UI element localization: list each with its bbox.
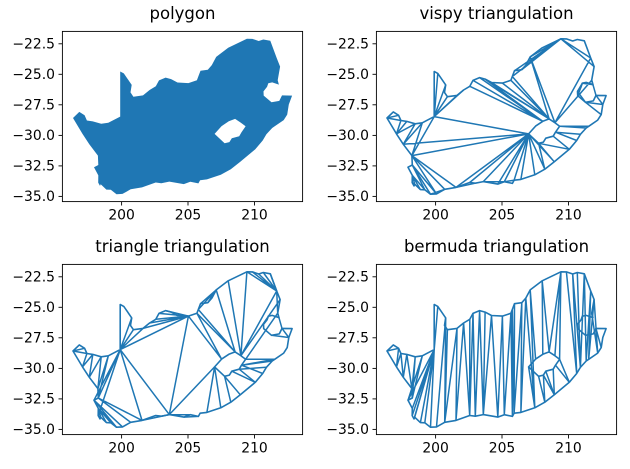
y-tick-label: −22.5 <box>12 37 55 53</box>
y-tick-label: −35.0 <box>326 189 369 205</box>
y-tick-label: −35.0 <box>12 422 55 438</box>
subplot-title-triangle: triangle triangulation <box>95 237 270 256</box>
bermuda-plot-area: 200 205 210 −22.5 −25.0 −27.5 −30.0 −32.5 −35.0 <box>326 263 618 457</box>
axes-spines <box>61 30 304 203</box>
subplot-title-bermuda: bermuda triangulation <box>403 237 590 256</box>
y-tick-label: −25.0 <box>326 300 369 316</box>
triangulation-edges <box>72 271 290 428</box>
subplot-title-vispy: vispy triangulation <box>419 4 574 23</box>
country-outline <box>386 38 607 195</box>
y-tick-label: −32.5 <box>12 159 55 175</box>
x-tick-label: 205 <box>175 208 202 224</box>
x-tick-label: 200 <box>108 208 135 224</box>
x-tick-label: 210 <box>555 441 582 457</box>
y-tick-label: −27.5 <box>12 331 55 347</box>
y-tick-label: −30.0 <box>326 128 369 144</box>
y-tick-label: −30.0 <box>326 361 369 377</box>
y-tick-label: −25.0 <box>12 300 55 316</box>
vispy-plot-area: 200 205 210 −22.5 −25.0 −27.5 −30.0 −32.5 −35.0 <box>326 30 618 224</box>
y-tick-label: −25.0 <box>12 67 55 83</box>
axes-spines <box>375 263 618 436</box>
x-tick-label: 200 <box>422 208 449 224</box>
subplot-vispy-triangulation: vispy triangulation 200 205 210 −22.5 −25.0 −… <box>326 4 618 224</box>
axes-spines <box>61 263 304 436</box>
subplot-bermuda-triangulation: bermuda triangulation 200 205 210 −22.5 −25.… <box>326 237 618 457</box>
y-tick-label: −27.5 <box>326 98 369 114</box>
triangulation-edges <box>386 38 604 195</box>
polygon-plot-area: 200 205 210 −22.5 −25.0 −27.5 −30.0 −32.5 −35.0 <box>12 30 304 224</box>
axes-spines <box>375 30 618 203</box>
x-tick-label: 210 <box>555 208 582 224</box>
subplot-title-polygon: polygon <box>149 4 216 23</box>
y-tick-label: −27.5 <box>326 331 369 347</box>
y-tick-label: −30.0 <box>12 128 55 144</box>
x-tick-label: 210 <box>241 208 268 224</box>
y-tick-label: −22.5 <box>326 270 369 286</box>
country-polygon-fill <box>73 38 293 195</box>
triangulation-edges <box>386 271 602 428</box>
y-tick-label: −32.5 <box>326 159 369 175</box>
y-tick-label: −35.0 <box>326 422 369 438</box>
y-tick-label: −30.0 <box>12 361 55 377</box>
subplot-triangle-triangulation: triangle triangulation 200 205 210 −22.5 −25… <box>12 237 304 457</box>
y-tick-label: −22.5 <box>326 37 369 53</box>
x-tick-label: 200 <box>422 441 449 457</box>
y-tick-label: −22.5 <box>12 270 55 286</box>
x-tick-label: 205 <box>175 441 202 457</box>
y-tick-label: −32.5 <box>326 392 369 408</box>
y-tick-label: −32.5 <box>12 392 55 408</box>
y-tick-label: −27.5 <box>12 98 55 114</box>
x-tick-label: 205 <box>489 441 516 457</box>
x-tick-label: 200 <box>108 441 135 457</box>
y-tick-label: −25.0 <box>326 67 369 83</box>
subplot-polygon: polygon 200 205 210 −22.5 −25.0 −27.5 −30.0 −32… <box>12 4 304 224</box>
triangle-plot-area: 200 205 210 −22.5 −25.0 −27.5 −30.0 −32.5 −35.0 <box>12 263 304 457</box>
x-tick-label: 210 <box>241 441 268 457</box>
x-tick-label: 205 <box>489 208 516 224</box>
y-tick-label: −35.0 <box>12 189 55 205</box>
